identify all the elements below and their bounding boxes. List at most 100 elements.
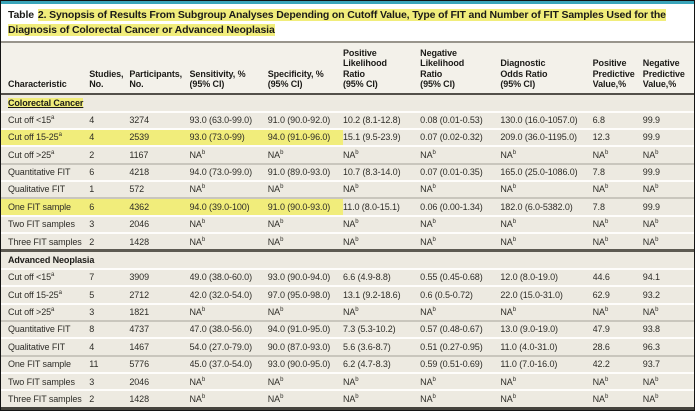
value-cell: NAb — [642, 146, 694, 164]
section-header-row: Colorectal Cancer — [1, 94, 694, 112]
value-cell: NAb — [267, 146, 343, 164]
value-cell: 94.0 (39.0-100) — [189, 198, 268, 216]
column-header: Specificity, % (95% CI) — [267, 42, 343, 95]
value-cell: NAb — [500, 180, 593, 199]
value-cell: NAb — [642, 233, 694, 251]
table-label: Table — [8, 9, 34, 21]
value-cell: NAb — [342, 146, 421, 164]
value-cell: 96.3 — [642, 338, 694, 356]
value-cell: NAb — [592, 233, 643, 251]
value-cell: 15.1 (9.5-23.9) — [342, 128, 421, 147]
value-cell: NAb — [267, 215, 343, 234]
value-cell: 1428 — [129, 233, 190, 251]
value-cell: 94.1 — [642, 268, 694, 287]
value-cell: NAb — [189, 233, 268, 251]
value-cell: 91.0 (90.0-92.0) — [267, 111, 343, 129]
value-cell: 5.6 (3.6-8.7) — [342, 338, 421, 356]
value-cell: 3909 — [129, 268, 190, 287]
footnote-marker: b — [280, 376, 284, 383]
footnote-marker: b — [280, 307, 284, 314]
table-row: Cut off >25a 3 1821 NAb NAb NAb NAb NAb NAb NAb — [1, 303, 694, 321]
value-cell: 4218 — [129, 163, 190, 181]
characteristic-cell: Quantitative FIT — [1, 320, 90, 339]
value-cell: NAb — [500, 146, 593, 164]
value-cell: 62.9 — [592, 286, 643, 304]
column-header: Diagnostic Odds Ratio (95% CI) — [500, 42, 593, 95]
footnote-marker: b — [512, 219, 517, 226]
value-cell: 6 — [89, 163, 130, 181]
footnote-marker: b — [655, 307, 659, 314]
footnote-marker: b — [655, 184, 659, 191]
footnote-marker: b — [604, 219, 609, 226]
characteristic-cell: Quantitative FIT — [1, 163, 90, 181]
footnote-marker: b — [355, 149, 359, 156]
characteristic-cell: Cut off >25a — [1, 146, 90, 164]
value-cell: NAb — [642, 390, 694, 409]
value-cell: NAb — [420, 180, 501, 199]
characteristic-cell: Cut off 15-25a — [1, 286, 90, 304]
value-cell: 93.0 (73.0-99) — [189, 128, 268, 147]
value-cell: 22.0 (15.0-31.0) — [500, 286, 593, 304]
footnote-marker: b — [355, 394, 359, 400]
value-cell: 12.3 — [592, 128, 643, 147]
value-cell: NAb — [500, 373, 593, 391]
value-cell: NAb — [500, 215, 593, 234]
characteristic-cell: Two FIT samples — [1, 215, 90, 234]
value-cell: NAb — [642, 180, 694, 199]
value-cell: 0.07 (0.02-0.32) — [420, 128, 501, 147]
value-cell: 97.0 (95.0-98.0) — [267, 286, 343, 304]
value-cell: NAb — [267, 180, 343, 199]
value-cell: 42.2 — [592, 355, 643, 373]
footnote-marker: b — [655, 236, 659, 243]
footnote-marker: b — [201, 394, 206, 400]
value-cell: 13.1 (9.2-18.6) — [342, 286, 421, 304]
footnote-marker: b — [201, 184, 206, 191]
value-cell: NAb — [189, 146, 268, 164]
value-cell: NAb — [500, 390, 593, 409]
value-cell: 42.0 (32.0-54.0) — [189, 286, 268, 304]
value-cell: NAb — [342, 373, 421, 391]
value-cell: NAb — [420, 373, 501, 391]
footnote-marker: b — [604, 307, 609, 314]
value-cell: NAb — [267, 233, 343, 251]
value-cell: 0.57 (0.48-0.67) — [420, 320, 501, 339]
value-cell: 13.0 (9.0-19.0) — [500, 320, 593, 339]
footnote-marker: b — [355, 184, 359, 191]
value-cell: 2539 — [129, 128, 190, 147]
value-cell: 0.6 (0.5-0.72) — [420, 286, 501, 304]
value-cell: 2712 — [129, 286, 190, 304]
footnote-marker: b — [604, 394, 609, 400]
footnote-marker: b — [512, 149, 517, 156]
value-cell: NAb — [189, 390, 268, 409]
table-row: One FIT sample 6 4362 94.0 (39.0-100) 91.0 (… — [1, 198, 694, 216]
value-cell: NAb — [592, 215, 643, 234]
footnote-marker: b — [655, 219, 659, 226]
footnote-marker: b — [604, 236, 609, 243]
footnote-marker: b — [280, 219, 284, 226]
footnote-marker: b — [512, 394, 517, 400]
value-cell: 99.9 — [642, 128, 694, 147]
footnote-marker: b — [512, 184, 517, 191]
value-cell: 5 — [89, 286, 130, 304]
value-cell: NAb — [642, 215, 694, 234]
value-cell: 1467 — [129, 338, 190, 356]
value-cell: 94.0 (73.0-99.0) — [189, 163, 268, 181]
footnote-marker: b — [432, 184, 436, 191]
value-cell: 572 — [129, 180, 190, 199]
value-cell: 4362 — [129, 198, 190, 216]
footnote-marker: b — [604, 376, 609, 383]
value-cell: 0.59 (0.51-0.69) — [420, 355, 501, 373]
value-cell: 11 — [89, 355, 130, 373]
footnote-marker: b — [512, 236, 517, 243]
column-header: Negative Likelihood Ratio (95% CI) — [420, 42, 501, 95]
value-cell: NAb — [420, 215, 501, 234]
value-cell: NAb — [267, 390, 343, 409]
value-cell: NAb — [342, 303, 421, 321]
value-cell: NAb — [592, 180, 643, 199]
value-cell: 93.0 (90.0-95.0) — [267, 355, 343, 373]
value-cell: 7 — [89, 268, 130, 287]
table-row: Qualitative FIT 1 572 NAb NAb NAb NAb NAb NAb NAb — [1, 180, 694, 199]
value-cell: 54.0 (27.0-79.0) — [189, 338, 268, 356]
footnote-marker: a — [58, 289, 62, 296]
